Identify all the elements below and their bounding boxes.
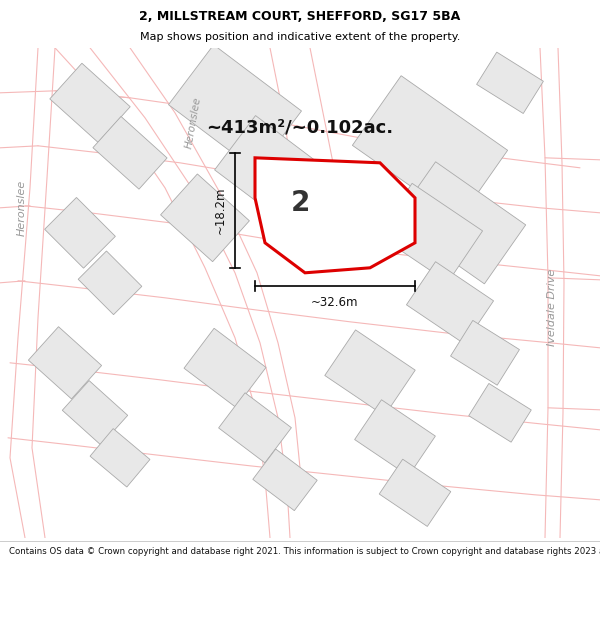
Text: ~413m²/~0.102ac.: ~413m²/~0.102ac. [206, 119, 394, 137]
Polygon shape [325, 330, 415, 416]
Polygon shape [394, 162, 526, 284]
Polygon shape [44, 198, 115, 268]
Text: Map shows position and indicative extent of the property.: Map shows position and indicative extent… [140, 32, 460, 43]
Polygon shape [78, 251, 142, 314]
Text: ~32.6m: ~32.6m [311, 296, 359, 309]
Text: Heronslee: Heronslee [184, 96, 202, 149]
Polygon shape [90, 429, 150, 487]
Polygon shape [161, 174, 250, 262]
Polygon shape [184, 328, 266, 408]
Text: Iveldale Drive: Iveldale Drive [547, 269, 557, 346]
Polygon shape [255, 158, 415, 272]
Polygon shape [62, 381, 128, 445]
Text: 2: 2 [290, 189, 310, 217]
Polygon shape [28, 327, 101, 399]
Polygon shape [377, 183, 482, 282]
Polygon shape [379, 459, 451, 526]
Polygon shape [355, 400, 436, 476]
Polygon shape [451, 321, 520, 385]
Polygon shape [476, 52, 544, 114]
Text: ~18.2m: ~18.2m [214, 186, 227, 234]
Text: Heronslee: Heronslee [17, 179, 27, 236]
Polygon shape [215, 116, 335, 230]
Text: 2, MILLSTREAM COURT, SHEFFORD, SG17 5BA: 2, MILLSTREAM COURT, SHEFFORD, SG17 5BA [139, 10, 461, 23]
Polygon shape [352, 76, 508, 220]
Polygon shape [469, 384, 531, 442]
Polygon shape [93, 116, 167, 189]
Polygon shape [406, 262, 494, 344]
Polygon shape [169, 45, 301, 171]
Polygon shape [50, 63, 130, 142]
Text: Contains OS data © Crown copyright and database right 2021. This information is : Contains OS data © Crown copyright and d… [9, 546, 600, 556]
Polygon shape [253, 449, 317, 511]
Polygon shape [218, 392, 292, 463]
